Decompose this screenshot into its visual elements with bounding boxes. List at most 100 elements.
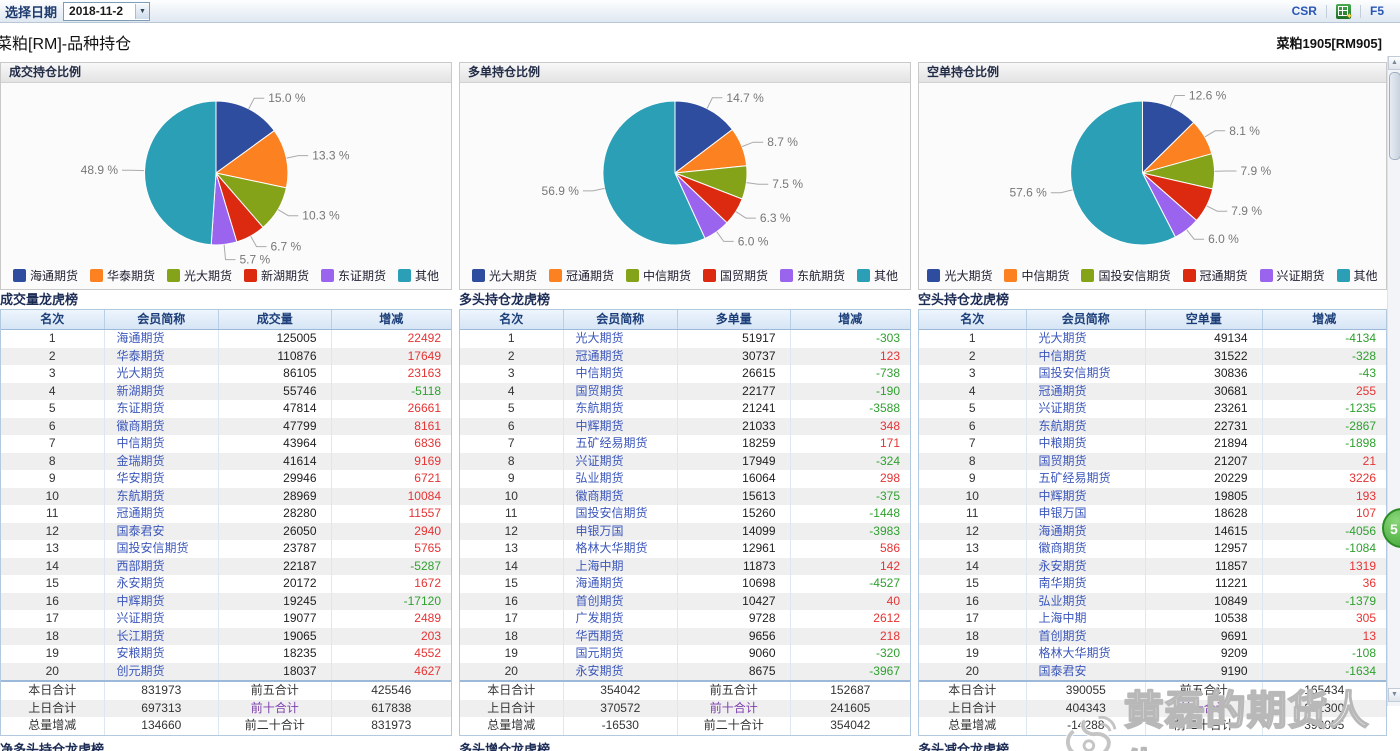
member-link[interactable]: 海通期货 (564, 575, 678, 593)
scroll-up-arrow[interactable]: ▲ (1388, 56, 1400, 70)
member-link[interactable]: 国投安信期货 (105, 540, 219, 558)
change-cell: -375 (875, 488, 900, 503)
footer-value: 390055 (1304, 718, 1345, 732)
pie-label-leader (248, 97, 265, 110)
table-row: 18 华西期货 9656 218 (460, 627, 910, 645)
rank-cell: 20 (460, 662, 564, 680)
member-link[interactable]: 国投安信期货 (564, 505, 678, 523)
member-link[interactable]: 中辉期货 (105, 592, 219, 610)
member-link[interactable]: 华西期货 (564, 627, 678, 645)
csr-button[interactable]: CSR (1291, 4, 1317, 18)
date-select[interactable]: 2018-11-2 ▼ (63, 1, 151, 21)
change-cell: 171 (879, 436, 900, 450)
pie-percent-label: 56.9 % (542, 184, 580, 198)
floating-badge-count: 5 (1390, 521, 1398, 537)
member-link[interactable]: 中辉期货 (1027, 487, 1146, 505)
change-cell: -303 (875, 331, 900, 345)
member-link[interactable]: 徽商期货 (564, 487, 678, 505)
member-link[interactable]: 永安期货 (105, 575, 219, 593)
pie-percent-label: 8.1 % (1229, 124, 1260, 138)
panel-title: 多单持仓比例 (460, 63, 910, 83)
member-link[interactable]: 国泰君安 (1027, 662, 1146, 680)
member-link[interactable]: 海通期货 (105, 330, 219, 348)
member-link[interactable]: 安粮期货 (105, 645, 219, 663)
member-link[interactable]: 首创期货 (564, 592, 678, 610)
member-link[interactable]: 永安期货 (1027, 557, 1146, 575)
member-link[interactable]: 东航期货 (564, 400, 678, 418)
member-link[interactable]: 兴证期货 (1027, 400, 1146, 418)
member-link[interactable]: 兴证期货 (564, 452, 678, 470)
member-link[interactable]: 国贸期货 (564, 382, 678, 400)
member-link[interactable]: 中辉期货 (564, 417, 678, 435)
rank-cell: 6 (919, 417, 1027, 435)
member-link[interactable]: 东证期货 (105, 400, 219, 418)
pie-legend: 光大期货 冠通期货 中信期货 国贸期货 东航期货 其他 (460, 267, 910, 284)
member-link[interactable]: 光大期货 (105, 365, 219, 383)
member-link[interactable]: 兴证期货 (105, 610, 219, 628)
member-link[interactable]: 国贸期货 (1027, 452, 1146, 470)
table-title: 多头持仓龙虎榜 (459, 292, 551, 307)
member-link[interactable]: 国投安信期货 (1027, 365, 1146, 383)
member-link[interactable]: 创元期货 (105, 662, 219, 680)
footer-label: 本日合计 (1, 682, 105, 700)
table-row: 4 新湖期货 55746 -5118 (1, 382, 451, 400)
column-header: 增减 (1312, 312, 1337, 326)
member-link[interactable]: 冠通期货 (105, 505, 219, 523)
member-link[interactable]: 格林大华期货 (564, 540, 678, 558)
member-link[interactable]: 新湖期货 (105, 382, 219, 400)
legend-item: 国投安信期货 (1081, 267, 1171, 284)
member-link[interactable]: 上海中期 (564, 557, 678, 575)
member-link[interactable]: 冠通期货 (564, 347, 678, 365)
member-link[interactable]: 上海中期 (1027, 610, 1146, 628)
member-link[interactable]: 中信期货 (105, 435, 219, 453)
pie-slice (1142, 100, 1195, 175)
member-link[interactable]: 申银万国 (564, 522, 678, 540)
refresh-f5-button[interactable]: F5 (1369, 4, 1384, 18)
footer-label: 前十合计 (1146, 699, 1263, 717)
member-link[interactable]: 国元期货 (564, 645, 678, 663)
member-link[interactable]: 西部期货 (105, 557, 219, 575)
pie-chart: 15.0 % 13.3 % 10.3 % 6.7 %5.7 % 48.9 % (81, 91, 350, 266)
member-link[interactable]: 南华期货 (1027, 575, 1146, 593)
table-title: 成交量龙虎榜 (0, 292, 79, 307)
member-link[interactable]: 徽商期货 (1027, 540, 1146, 558)
member-link[interactable]: 中信期货 (564, 365, 678, 383)
member-link[interactable]: 徽商期货 (105, 417, 219, 435)
excel-export-icon[interactable]: ✦ (1335, 3, 1353, 21)
pie-label-leader (1050, 189, 1073, 194)
scrollbar[interactable]: ▲ ▼ (1387, 56, 1400, 706)
member-link[interactable]: 华泰期货 (105, 347, 219, 365)
member-link[interactable]: 永安期货 (564, 662, 678, 680)
member-link[interactable]: 中粮期货 (1027, 435, 1146, 453)
scrollbar-thumb[interactable] (1389, 72, 1400, 160)
table-row: 7 中粮期货 21894 -1898 (919, 435, 1386, 453)
member-link[interactable]: 长江期货 (105, 627, 219, 645)
member-link[interactable]: 东航期货 (1027, 417, 1146, 435)
member-link[interactable]: 申银万国 (1027, 505, 1146, 523)
volume-cell: 110876 (219, 347, 332, 365)
member-link[interactable]: 东航期货 (105, 487, 219, 505)
volume-cell: 22731 (1146, 417, 1263, 435)
member-link[interactable]: 国泰君安 (105, 522, 219, 540)
member-link[interactable]: 格林大华期货 (1027, 645, 1146, 663)
scroll-down-arrow[interactable]: ▼ (1388, 688, 1400, 702)
footer-row: 本日合计 831973 前五合计 425546 (1, 682, 451, 700)
member-link[interactable]: 广发期货 (564, 610, 678, 628)
footer-label: 本日合计 (919, 682, 1027, 700)
member-link[interactable]: 五矿经易期货 (564, 435, 678, 453)
member-link[interactable]: 弘业期货 (564, 470, 678, 488)
member-link[interactable]: 中信期货 (1027, 347, 1146, 365)
member-link[interactable]: 华安期货 (105, 470, 219, 488)
change-cell: 2940 (414, 523, 441, 538)
member-link[interactable]: 冠通期货 (1027, 382, 1146, 400)
pie-label-leader (1169, 95, 1185, 107)
member-link[interactable]: 弘业期货 (1027, 592, 1146, 610)
member-link[interactable]: 首创期货 (1027, 627, 1146, 645)
table-row: 8 兴证期货 17949 -324 (460, 452, 910, 470)
member-link[interactable]: 光大期货 (564, 330, 678, 348)
member-link[interactable]: 五矿经易期货 (1027, 470, 1146, 488)
legend-swatch-icon (625, 269, 639, 282)
member-link[interactable]: 海通期货 (1027, 522, 1146, 540)
member-link[interactable]: 金瑞期货 (105, 452, 219, 470)
member-link[interactable]: 光大期货 (1027, 330, 1146, 348)
